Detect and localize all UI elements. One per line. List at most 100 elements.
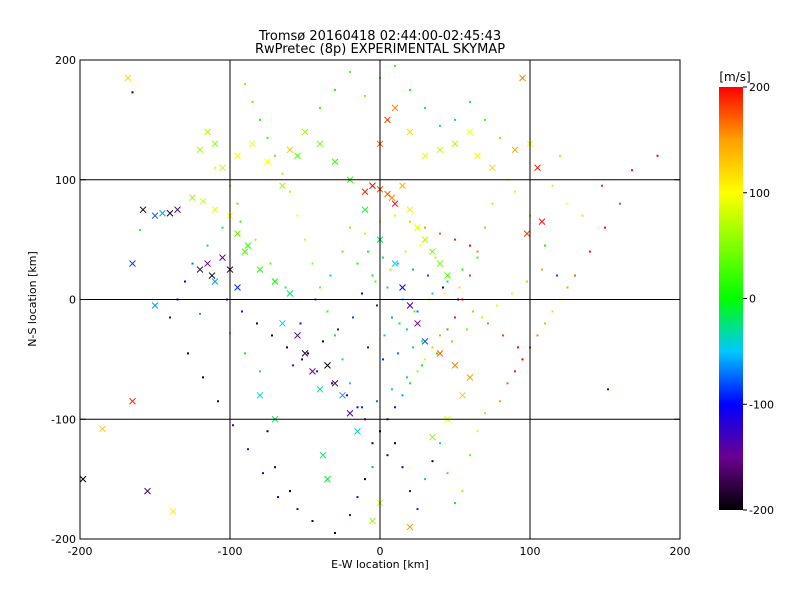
data-point-dot <box>397 262 399 265</box>
data-point-dot <box>601 184 603 187</box>
data-point-cross <box>169 508 177 515</box>
data-point-cross <box>384 116 391 124</box>
data-point-dot <box>386 286 389 289</box>
data-point-dot <box>376 304 378 307</box>
data-point-dot <box>397 352 399 355</box>
data-point-dot <box>371 466 374 469</box>
data-point-dot <box>491 202 494 205</box>
data-point-dot <box>581 214 584 217</box>
colorbar-tick-label: 0 <box>749 293 756 306</box>
data-point-dot <box>364 232 366 235</box>
data-point-dot <box>349 226 351 229</box>
data-point-cross <box>196 266 204 273</box>
data-point-dot <box>424 226 426 229</box>
data-point-cross <box>174 206 181 214</box>
data-point-cross <box>249 140 256 148</box>
data-point-dot <box>551 184 554 187</box>
data-point-dot <box>296 214 299 217</box>
data-point-dot <box>334 88 336 91</box>
data-point-cross <box>301 350 309 357</box>
data-point-dot <box>382 256 384 259</box>
data-point-dot <box>334 334 336 337</box>
data-point-dot <box>469 274 471 277</box>
data-point-dot <box>454 118 456 121</box>
data-point-dot <box>469 244 471 247</box>
data-point-cross <box>324 362 331 369</box>
data-point-cross <box>256 391 264 399</box>
data-point-dot <box>331 382 333 385</box>
data-point-cross <box>523 230 531 237</box>
data-point-cross <box>331 158 339 166</box>
data-point-dot <box>551 310 554 313</box>
data-point-dot <box>296 508 299 511</box>
data-point-dot <box>454 316 456 319</box>
data-point-dot <box>284 286 287 289</box>
colorbar-tick-label: -200 <box>749 504 774 517</box>
data-point-dot <box>236 202 239 205</box>
data-point-cross <box>414 320 421 327</box>
data-point-dot <box>367 250 369 253</box>
x-axis-label: E-W location [km] <box>331 558 429 571</box>
data-point-dot <box>239 220 242 223</box>
data-point-cross <box>279 320 286 327</box>
x-tick-label: 200 <box>670 545 691 558</box>
data-point-dot <box>484 226 486 229</box>
data-point-cross <box>388 194 396 202</box>
data-point-dot <box>487 322 489 325</box>
data-point-cross <box>436 260 444 267</box>
data-point-dot <box>251 100 254 103</box>
data-point-dot <box>356 496 359 499</box>
data-point-dot <box>352 316 354 319</box>
data-point-cross <box>256 266 264 273</box>
data-point-dot <box>476 430 479 433</box>
data-point-dot <box>361 406 363 409</box>
data-point-cross <box>414 224 421 232</box>
data-point-cross <box>144 487 151 495</box>
data-point-cross <box>384 190 391 198</box>
data-point-dot <box>187 352 189 355</box>
data-point-dot <box>274 154 276 157</box>
data-point-cross <box>234 230 241 237</box>
data-point-dot <box>289 190 291 193</box>
data-point-dot <box>274 466 276 469</box>
data-point-cross <box>466 373 474 381</box>
data-point-cross <box>99 425 106 433</box>
data-point-cross <box>444 272 451 279</box>
y-tick-label: -100 <box>51 413 76 426</box>
data-point-dot <box>266 136 269 139</box>
data-point-dot <box>536 334 539 337</box>
x-tick-label: -100 <box>218 545 243 558</box>
data-point-dot <box>412 268 414 271</box>
data-point-dot <box>307 352 309 355</box>
y-tick-label: 0 <box>69 294 76 307</box>
data-point-dot <box>337 328 339 331</box>
data-point-dot <box>406 328 408 331</box>
data-point-dot <box>389 268 392 271</box>
data-point-dot <box>454 502 456 505</box>
data-point-dot <box>409 382 411 385</box>
data-point-dot <box>221 226 224 229</box>
data-point-dot <box>271 334 273 337</box>
data-point-cross <box>196 146 204 154</box>
data-point-dot <box>446 328 449 331</box>
data-point-dot <box>394 406 396 409</box>
data-point-cross <box>474 152 481 160</box>
data-point-dot <box>346 394 348 397</box>
data-point-cross <box>391 104 399 112</box>
data-point-cross <box>421 152 429 160</box>
chart-title: Tromsø 20160418 02:44:00-02:45:43 <box>258 29 501 44</box>
data-point-dot <box>481 316 483 319</box>
data-point-cross <box>159 209 166 217</box>
data-point-dot <box>461 490 464 493</box>
data-point-dot <box>541 268 543 271</box>
data-point-dot <box>383 334 386 337</box>
data-point-dot <box>496 304 498 307</box>
data-point-cross <box>354 427 361 435</box>
data-point-dot <box>311 520 314 523</box>
data-point-cross <box>124 74 132 82</box>
data-point-dot <box>431 460 434 463</box>
data-point-dot <box>349 382 351 385</box>
data-point-dot <box>382 358 384 361</box>
data-point-dot <box>476 256 479 259</box>
data-point-dot <box>202 376 204 379</box>
